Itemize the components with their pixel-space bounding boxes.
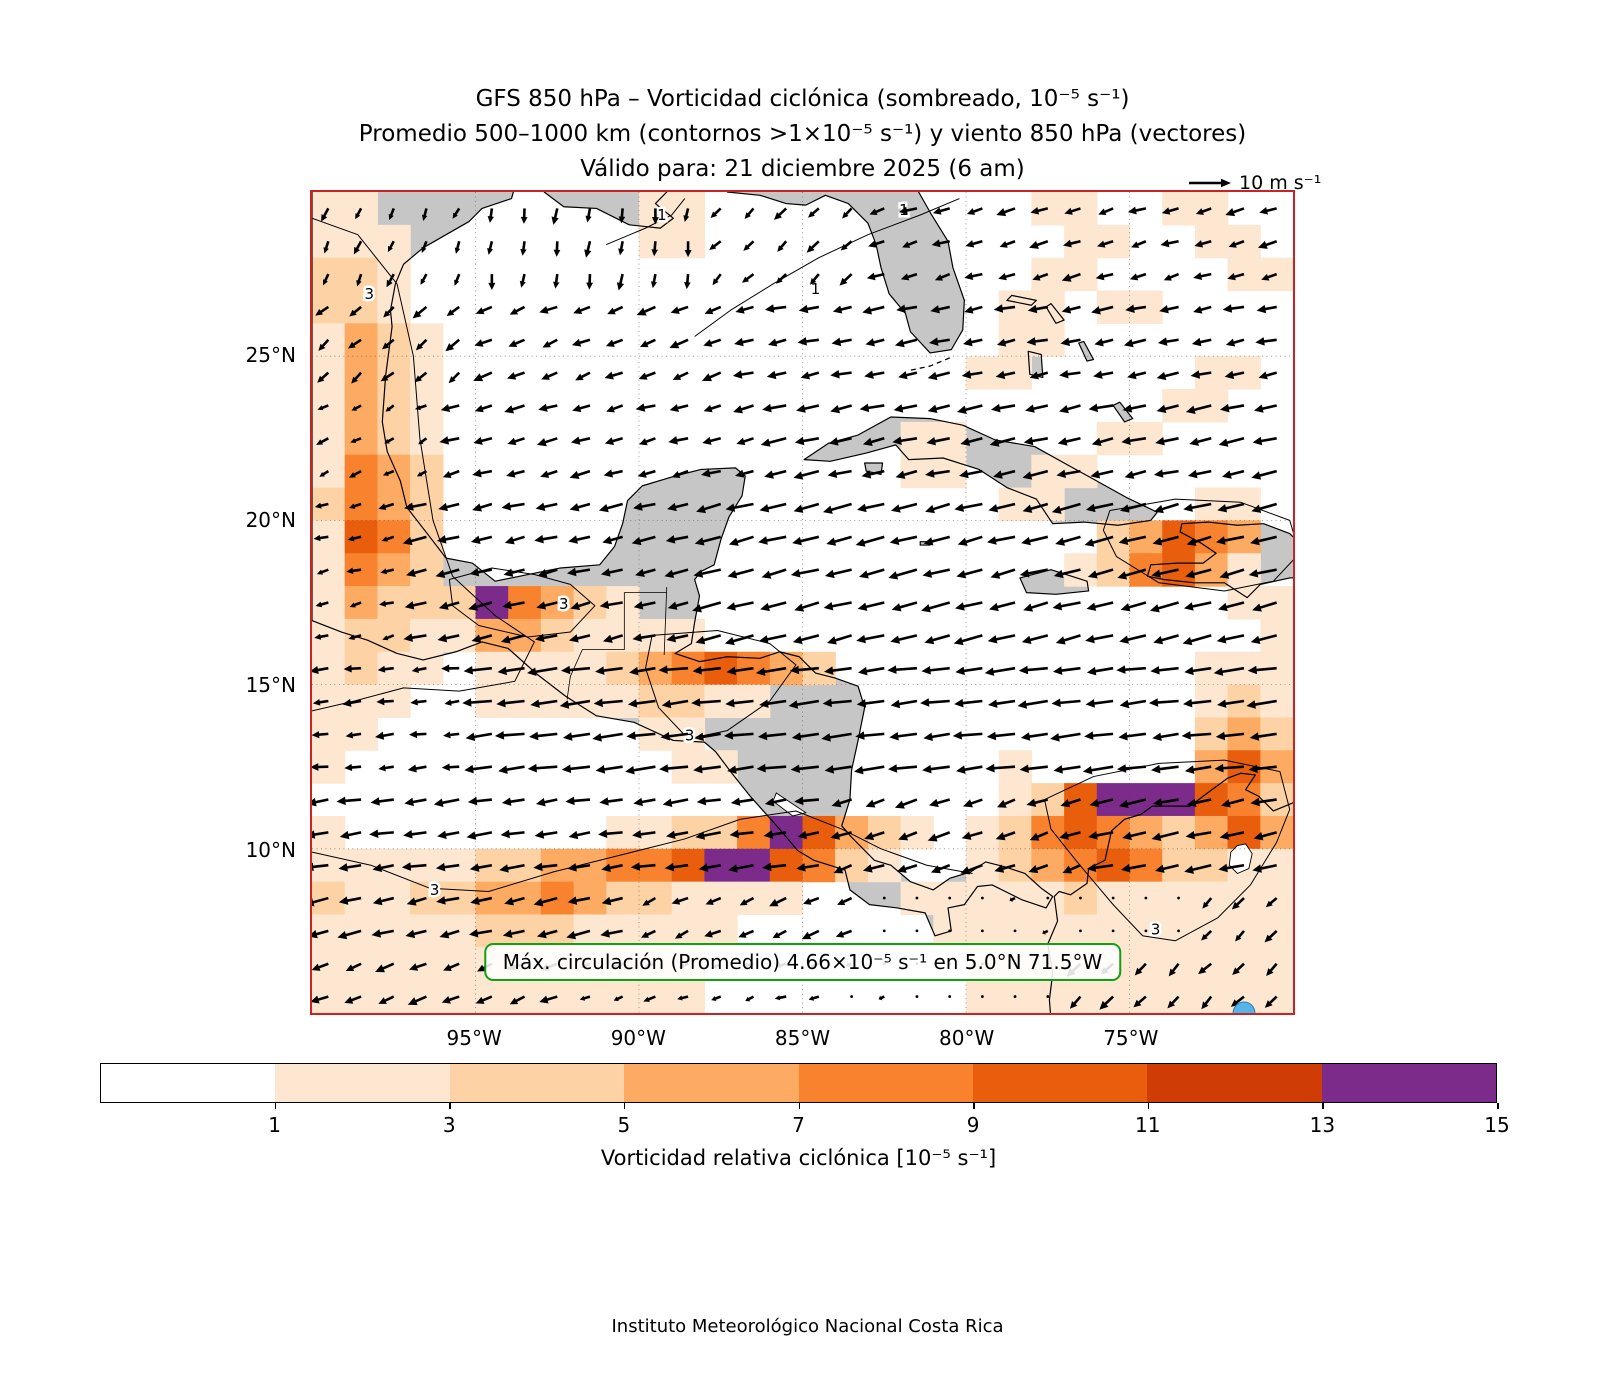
- colorbar-tick-label: 3: [442, 1113, 456, 1137]
- lat-tick-label: 20°N: [245, 508, 296, 532]
- map-canvas: 33333111: [312, 192, 1293, 1013]
- lon-tick-label: 95°W: [446, 1026, 502, 1050]
- lon-tick-label: 80°W: [939, 1026, 995, 1050]
- colorbar-segment: [101, 1064, 276, 1102]
- colorbar-tick: [1497, 1103, 1499, 1109]
- colorbar-segment: [624, 1064, 799, 1102]
- coastlines: [312, 192, 1293, 1013]
- colorbar-tick-label: 9: [966, 1113, 980, 1137]
- colorbar-label: Vorticidad relativa ciclónica [10⁻⁵ s⁻¹]: [600, 1146, 997, 1170]
- title-line-1: GFS 850 hPa – Vorticidad ciclónica (somb…: [475, 86, 1130, 112]
- contour-label: 3: [1151, 920, 1161, 938]
- colorbar-tick-label: 1: [268, 1113, 281, 1137]
- colorbar-tick: [274, 1103, 277, 1109]
- lat-tick-label: 10°N: [245, 838, 296, 862]
- reference-arrow-icon: [1189, 178, 1231, 188]
- colorbar-segment: [275, 1064, 450, 1102]
- lat-tick-label: 25°N: [245, 343, 296, 367]
- colorbar-tick: [449, 1103, 451, 1109]
- colorbar-tick-label: 5: [617, 1113, 631, 1137]
- colorbar-tick-label: 15: [1484, 1113, 1510, 1137]
- colorbar-tick: [798, 1103, 800, 1109]
- colorbar-tick: [623, 1103, 626, 1109]
- colorbar-segment: [449, 1064, 625, 1102]
- colorbar-tick: [973, 1103, 975, 1109]
- contour-label: 3: [559, 595, 569, 613]
- colorbar-segment: [1321, 1064, 1496, 1102]
- contour-label: 3: [430, 881, 440, 899]
- chart-title: GFS 850 hPa – Vorticidad ciclónica (somb…: [310, 82, 1295, 187]
- max-circulation-annotation: Máx. circulación (Promedio) 4.66×10⁻⁵ s⁻…: [483, 943, 1122, 981]
- colorbar-track: [100, 1063, 1497, 1103]
- lon-tick-label: 85°W: [774, 1026, 831, 1050]
- colorbar-segment: [1147, 1064, 1322, 1102]
- colorbar-tick: [1147, 1103, 1150, 1109]
- lon-tick-label: 90°W: [610, 1026, 666, 1050]
- wind-reference-key: 10 m s⁻¹: [1188, 172, 1321, 194]
- lon-tick-label: 75°W: [1103, 1026, 1159, 1050]
- max-circulation-marker: [1232, 1001, 1256, 1013]
- contour-label: 3: [365, 285, 375, 303]
- wind-vectors: [312, 206, 1278, 1010]
- colorbar-tick-labels: 1 3 5 7 9 11 13 15: [100, 1103, 1510, 1145]
- contour-label: 1: [657, 206, 667, 224]
- title-line-2: Promedio 500–1000 km (contornos >1×10⁻⁵ …: [358, 121, 1247, 147]
- latitude-axis: 25°N 20°N 15°N 10°N: [0, 190, 296, 1015]
- vorticity-contours: 33333111: [312, 198, 1293, 942]
- colorbar-tick-label: 13: [1309, 1113, 1336, 1137]
- colorbar-segment: [798, 1064, 973, 1102]
- colorbar-tick: [1322, 1103, 1324, 1109]
- colorbar-tick-label: 7: [792, 1113, 805, 1137]
- reference-arrow-label: 10 m s⁻¹: [1239, 172, 1322, 194]
- colorbar-tick-label: 11: [1135, 1113, 1161, 1137]
- title-line-3: Válido para: 21 diciembre 2025 (6 am): [580, 156, 1025, 182]
- colorbar: 1 3 5 7 9 11 13 15: [100, 1063, 1510, 1137]
- map-area: 33333111 Máx. circulación (Promedio) 4.6…: [310, 190, 1295, 1015]
- contour-label: 3: [685, 726, 695, 744]
- footer-credit: Instituto Meteorológico Nacional Costa R…: [611, 1316, 1004, 1337]
- colorbar-segment: [972, 1064, 1148, 1102]
- longitude-axis: 95°W 90°W 85°W 80°W 75°W: [310, 1026, 1295, 1056]
- lat-tick-label: 15°N: [245, 673, 296, 697]
